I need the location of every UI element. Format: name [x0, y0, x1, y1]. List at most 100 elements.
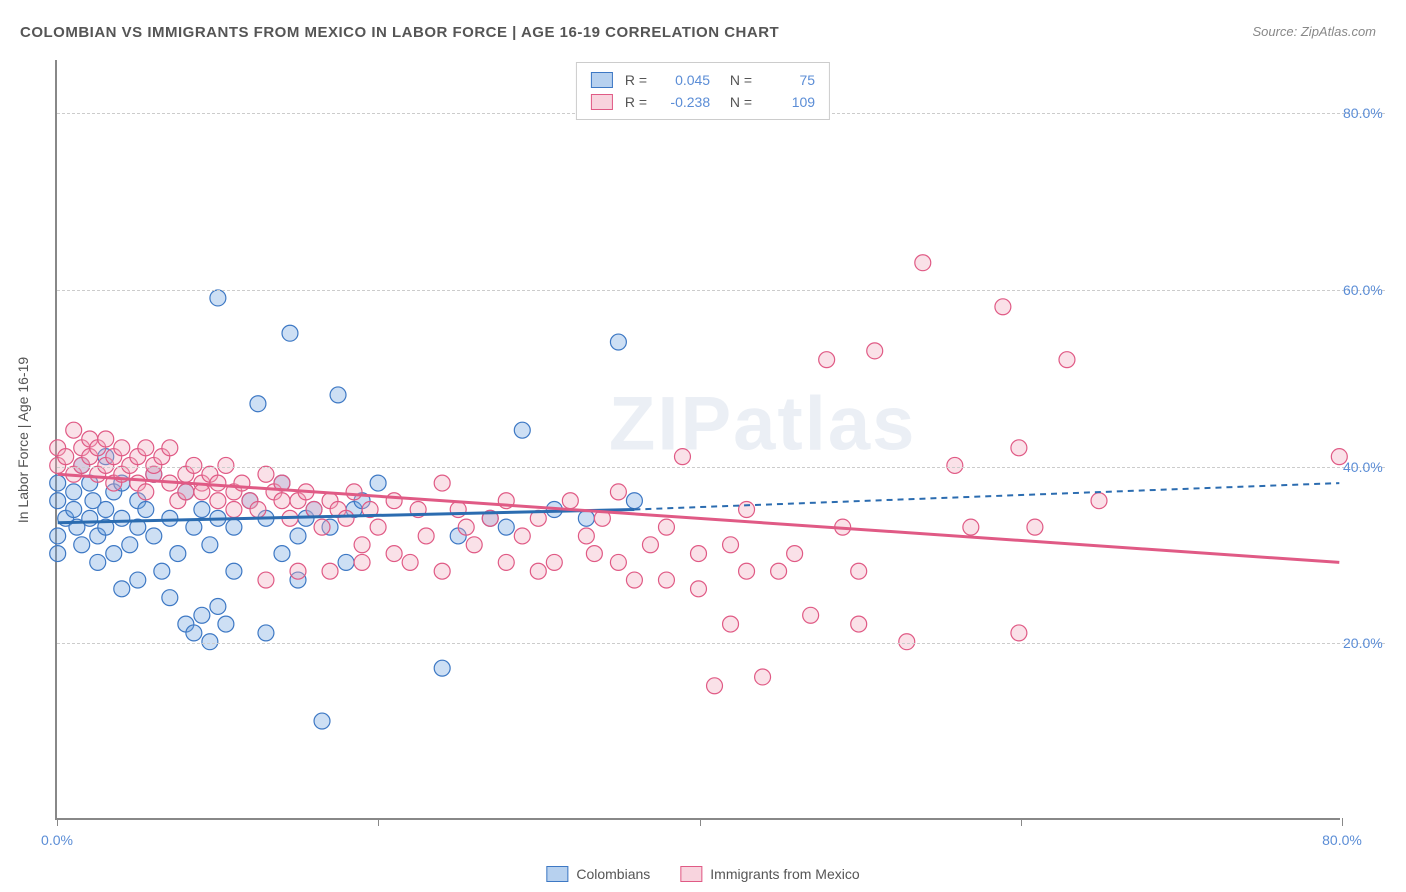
- data-point: [626, 572, 642, 588]
- data-point: [210, 475, 226, 491]
- data-point: [130, 572, 146, 588]
- r-label: R =: [625, 72, 647, 88]
- data-point: [434, 660, 450, 676]
- legend-label-mexico: Immigrants from Mexico: [710, 866, 859, 882]
- data-point: [354, 537, 370, 553]
- data-point: [610, 484, 626, 500]
- data-point: [514, 528, 530, 544]
- data-point: [530, 563, 546, 579]
- data-point: [226, 502, 242, 518]
- data-point: [314, 519, 330, 535]
- data-point: [498, 519, 514, 535]
- data-point: [691, 581, 707, 597]
- legend-row-mexico: R = -0.238 N = 109: [591, 91, 815, 113]
- data-point: [186, 519, 202, 535]
- data-point: [899, 634, 915, 650]
- data-point: [434, 475, 450, 491]
- data-point: [771, 563, 787, 579]
- data-point: [306, 502, 322, 518]
- data-point: [707, 678, 723, 694]
- data-point: [691, 546, 707, 562]
- data-point: [739, 563, 755, 579]
- data-point: [642, 537, 658, 553]
- data-point: [274, 546, 290, 562]
- data-point: [290, 528, 306, 544]
- data-point: [354, 554, 370, 570]
- data-point: [723, 616, 739, 632]
- data-point: [1011, 440, 1027, 456]
- data-point: [338, 510, 354, 526]
- data-point: [210, 290, 226, 306]
- data-point: [466, 537, 482, 553]
- data-point: [258, 625, 274, 641]
- data-point: [458, 519, 474, 535]
- n-value-colombians: 75: [760, 72, 815, 88]
- gridline: [57, 467, 1385, 468]
- data-point: [154, 563, 170, 579]
- n-label: N =: [722, 72, 752, 88]
- legend-label-colombians: Colombians: [576, 866, 650, 882]
- ytick-label: 20.0%: [1343, 635, 1398, 651]
- data-point: [610, 554, 626, 570]
- data-point: [386, 546, 402, 562]
- data-point: [1011, 625, 1027, 641]
- data-point: [194, 607, 210, 623]
- data-point: [346, 484, 362, 500]
- gridline: [57, 643, 1385, 644]
- data-point: [258, 466, 274, 482]
- data-point: [138, 484, 154, 500]
- data-point: [947, 457, 963, 473]
- xtick: [700, 818, 701, 826]
- data-point: [675, 449, 691, 465]
- data-point: [370, 519, 386, 535]
- data-point: [626, 493, 642, 509]
- data-point: [50, 475, 66, 491]
- data-point: [218, 457, 234, 473]
- data-point: [186, 625, 202, 641]
- data-point: [162, 440, 178, 456]
- data-point: [170, 546, 186, 562]
- data-point: [739, 502, 755, 518]
- ytick-label: 60.0%: [1343, 282, 1398, 298]
- data-point: [1059, 352, 1075, 368]
- scatter-svg: [57, 60, 1340, 818]
- source-label: Source: ZipAtlas.com: [1252, 24, 1376, 39]
- data-point: [314, 713, 330, 729]
- data-point: [562, 493, 578, 509]
- r-value-colombians: 0.045: [655, 72, 710, 88]
- xtick: [57, 818, 58, 826]
- data-point: [138, 502, 154, 518]
- data-point: [194, 502, 210, 518]
- data-point: [162, 590, 178, 606]
- r-value-mexico: -0.238: [655, 94, 710, 110]
- data-point: [50, 546, 66, 562]
- data-point: [755, 669, 771, 685]
- plot-area: ZIPatlas 20.0%40.0%60.0%80.0%0.0%80.0%: [55, 60, 1340, 820]
- data-point: [586, 546, 602, 562]
- data-point: [995, 299, 1011, 315]
- swatch-mexico: [591, 94, 613, 110]
- legend-row-colombians: R = 0.045 N = 75: [591, 69, 815, 91]
- data-point: [723, 537, 739, 553]
- data-point: [290, 563, 306, 579]
- data-point: [162, 510, 178, 526]
- data-point: [787, 546, 803, 562]
- n-value-mexico: 109: [760, 94, 815, 110]
- data-point: [202, 634, 218, 650]
- data-point: [514, 422, 530, 438]
- data-point: [578, 510, 594, 526]
- data-point: [658, 572, 674, 588]
- data-point: [122, 537, 138, 553]
- xtick: [1342, 818, 1343, 826]
- y-axis-label: In Labor Force | Age 16-19: [15, 357, 31, 523]
- data-point: [138, 440, 154, 456]
- data-point: [210, 598, 226, 614]
- data-point: [330, 387, 346, 403]
- data-point: [963, 519, 979, 535]
- data-point: [210, 493, 226, 509]
- data-point: [226, 563, 242, 579]
- swatch-colombians-icon: [546, 866, 568, 882]
- data-point: [146, 528, 162, 544]
- data-point: [250, 396, 266, 412]
- data-point: [186, 457, 202, 473]
